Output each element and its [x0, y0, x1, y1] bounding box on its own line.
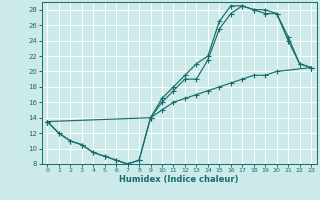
- X-axis label: Humidex (Indice chaleur): Humidex (Indice chaleur): [119, 175, 239, 184]
